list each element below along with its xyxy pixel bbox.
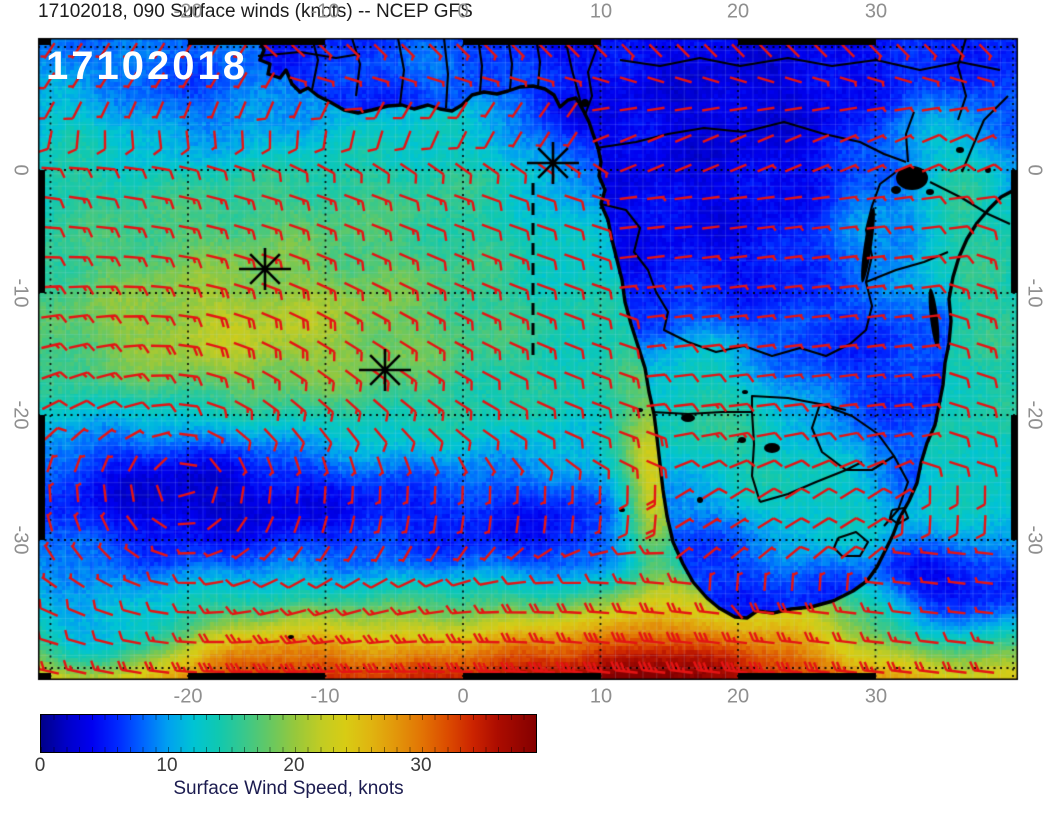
colorbar-tick-30: 30 — [410, 755, 432, 776]
lon-tick-bottom--10: -10 — [310, 685, 340, 708]
colorbar-tick-20: 20 — [283, 755, 305, 776]
lon-tick-top-30: 30 — [864, 0, 888, 23]
colorbar-minor-ticks-top — [41, 715, 536, 720]
lat-tick-right--10: -10 — [1023, 278, 1046, 308]
lon-tick-top-0: 0 — [457, 0, 469, 23]
lon-tick-bottom-20: 20 — [726, 685, 750, 708]
map-date-label: 17102018 — [46, 44, 248, 88]
lon-tick-bottom-0: 0 — [457, 685, 469, 708]
lon-tick-bottom-30: 30 — [864, 685, 888, 708]
colorbar: 0 10 20 30 Surface Wind Speed, knots — [35, 714, 537, 800]
lon-tick-bottom--20: -20 — [173, 685, 203, 708]
lat-tick-right--20: -20 — [1023, 400, 1046, 430]
colorbar-caption: Surface Wind Speed, knots — [173, 778, 404, 799]
lat-tick-left--30: -30 — [9, 525, 32, 555]
colorbar-tick-10: 10 — [156, 755, 178, 776]
lon-tick-top-10: 10 — [589, 0, 613, 23]
lat-tick-left--10: -10 — [9, 278, 32, 308]
colorbar-gradient — [40, 714, 537, 753]
lon-tick-top--10: -10 — [310, 0, 340, 23]
colorbar-tick-labels: 0 10 20 30 — [35, 753, 537, 777]
lat-tick-left--20: -20 — [9, 400, 32, 430]
lat-tick-right-0: 0 — [1023, 164, 1046, 176]
lon-tick-bottom-10: 10 — [589, 685, 613, 708]
plot-title: 17102018, 090 Surface winds (knots) -- N… — [38, 1, 473, 22]
colorbar-minor-ticks-bottom — [41, 747, 536, 752]
lat-tick-right--30: -30 — [1023, 525, 1046, 555]
colorbar-tick-0: 0 — [34, 755, 46, 776]
lon-tick-top--20: -20 — [173, 0, 203, 23]
lon-tick-top-20: 20 — [726, 0, 750, 23]
lat-tick-left-0: 0 — [9, 164, 32, 176]
